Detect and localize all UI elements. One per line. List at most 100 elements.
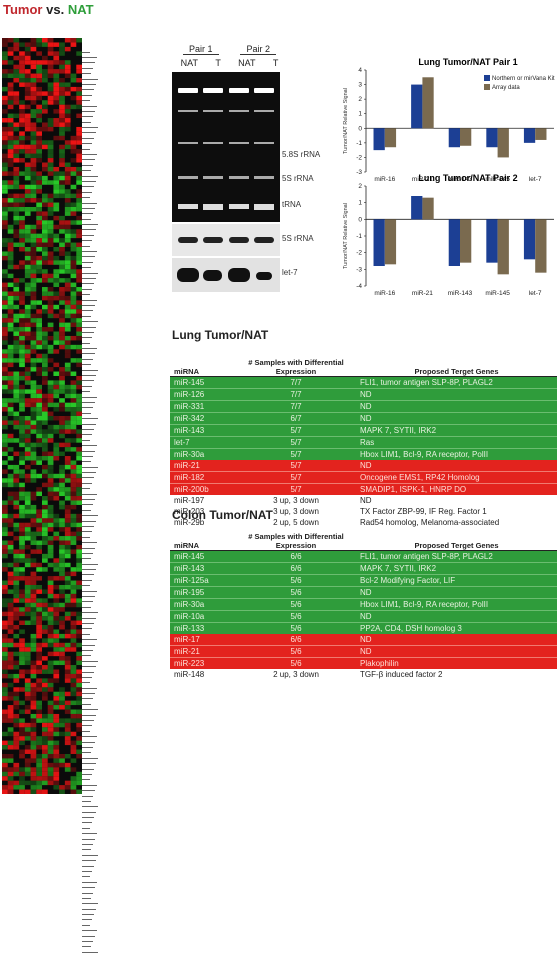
heatmap-cell xyxy=(36,60,42,65)
heatmap-cell xyxy=(76,189,82,194)
heatmap-cell xyxy=(7,135,14,141)
heatmap-cell xyxy=(47,625,54,630)
heatmap-cell xyxy=(70,536,77,541)
row-label-mark xyxy=(82,221,98,226)
y-axis-label: Tumor/NAT Relative Signal xyxy=(343,88,349,154)
heatmap-cell xyxy=(53,224,60,230)
heatmap-cell xyxy=(24,149,31,154)
heatmap-cell xyxy=(76,478,82,483)
heatmap-cell xyxy=(36,562,42,568)
heatmap-cell xyxy=(70,625,77,630)
heatmap-cell xyxy=(76,344,82,350)
heatmap-cell xyxy=(30,642,37,648)
row-label-mark xyxy=(82,873,90,878)
heatmap-cell xyxy=(7,673,14,679)
heatmap-cell xyxy=(2,544,8,550)
legend-swatch xyxy=(484,75,490,81)
x-tick-label: miR-143 xyxy=(448,176,473,183)
row-label-mark xyxy=(82,452,93,457)
heatmap-cell xyxy=(36,682,42,688)
heatmap-cell xyxy=(24,660,31,666)
heatmap-cell xyxy=(42,464,48,470)
heatmap-cell xyxy=(70,504,77,510)
heatmap-cell xyxy=(53,785,60,790)
heatmap-cell xyxy=(13,420,20,425)
heatmap-cell xyxy=(19,487,25,492)
heatmap-cell xyxy=(36,255,42,261)
heatmap-cell xyxy=(2,669,8,674)
row-label-mark xyxy=(82,889,93,894)
heatmap-cell xyxy=(47,776,54,781)
heatmap-cell xyxy=(7,184,14,190)
heatmap-cell xyxy=(13,513,20,519)
heatmap-cell xyxy=(2,709,8,714)
heatmap-cell xyxy=(59,100,65,105)
heatmap-cell xyxy=(59,518,65,523)
figure-title: Tumor vs. NAT xyxy=(3,2,94,17)
heatmap-cell xyxy=(7,180,14,185)
heatmap-cell xyxy=(13,411,20,416)
heatmap-cell xyxy=(42,398,48,403)
heatmap-cell xyxy=(42,607,48,612)
heatmap-cell xyxy=(7,682,14,688)
heatmap-cell xyxy=(53,660,60,666)
heatmap-cell xyxy=(47,727,54,732)
heatmap-cell xyxy=(24,171,31,176)
heatmap-cell xyxy=(59,576,65,581)
heatmap-cell xyxy=(19,327,25,332)
heatmap-cell xyxy=(64,740,71,746)
heatmap-cell xyxy=(2,522,8,528)
heatmap-cell xyxy=(30,424,37,430)
heatmap-cell xyxy=(30,389,37,394)
heatmap-cell xyxy=(76,135,82,141)
heatmap-cell xyxy=(47,46,54,52)
heatmap-cell xyxy=(70,740,77,746)
heatmap-cell xyxy=(2,349,8,354)
row-label-mark xyxy=(82,695,93,700)
heatmap-cell xyxy=(64,678,71,683)
legend-label: Northern or mirVana Kit xyxy=(492,76,555,82)
heatmap-cell xyxy=(19,416,25,421)
heatmap-cell xyxy=(36,140,42,145)
heatmap-cell xyxy=(59,95,65,101)
bar xyxy=(448,128,460,148)
heatmap-cell xyxy=(70,438,77,443)
heatmap-cell xyxy=(42,420,48,425)
heatmap-cell xyxy=(47,687,54,692)
heatmap-cell xyxy=(2,318,8,323)
heatmap-cell xyxy=(24,433,31,439)
heatmap-cell xyxy=(59,584,65,590)
heatmap-cell xyxy=(7,496,14,501)
heatmap-cell xyxy=(53,349,60,354)
heatmap-cell xyxy=(53,705,60,710)
heatmap-cell xyxy=(19,771,25,777)
heatmap-cell xyxy=(59,785,65,790)
col-samples: # Samples with Differential Expression xyxy=(236,358,356,377)
heatmap-cell xyxy=(76,433,82,439)
row-label-mark xyxy=(82,409,91,414)
heatmap-cell xyxy=(64,198,71,203)
cell-genes: Rad54 homolog, Melanoma-associated xyxy=(356,517,557,528)
heatmap-cell xyxy=(47,206,54,212)
heatmap-cell xyxy=(47,198,54,203)
heatmap-cell xyxy=(42,100,48,105)
row-label-mark xyxy=(82,743,93,748)
heatmap-cell xyxy=(19,660,25,666)
heatmap-cell xyxy=(76,269,82,274)
heatmap-cell xyxy=(30,451,37,457)
heatmap-cell xyxy=(76,789,82,794)
heatmap-cell xyxy=(24,576,31,581)
heatmap-cell xyxy=(19,260,25,265)
heatmap-cell xyxy=(76,753,82,759)
heatmap-cell xyxy=(36,758,42,763)
heatmap-cell xyxy=(30,402,37,408)
lane-label: T xyxy=(272,58,279,68)
heatmap-cell xyxy=(70,255,77,261)
heatmap-cell xyxy=(59,633,65,639)
heatmap-cell xyxy=(13,607,20,612)
table-row: let-7 5/7 Ras xyxy=(170,436,557,449)
heatmap-cell xyxy=(19,438,25,443)
heatmap-cell xyxy=(76,553,82,559)
heatmap-cell xyxy=(59,264,65,270)
heatmap-cell xyxy=(19,131,25,136)
